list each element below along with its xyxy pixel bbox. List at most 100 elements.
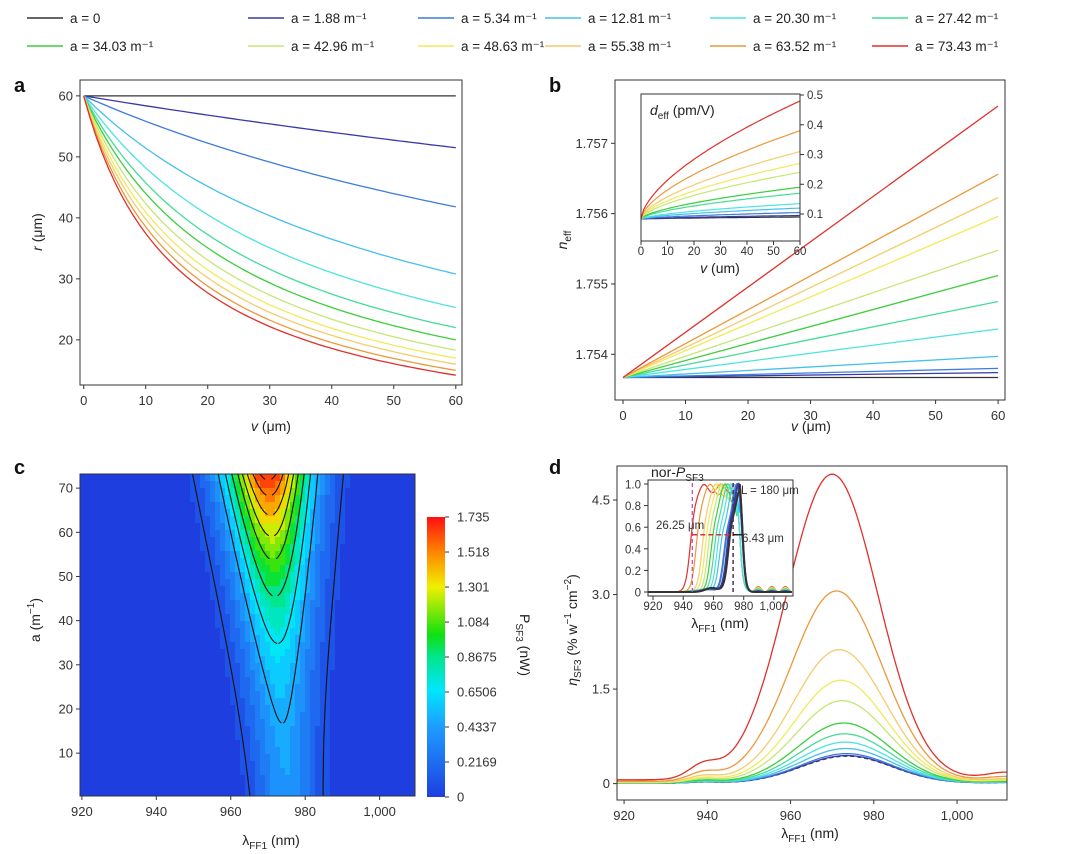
heatmap-cell (360, 754, 366, 762)
heatmap-cell (105, 537, 111, 545)
heatmap-cell (220, 474, 226, 482)
heatmap-cell (205, 747, 211, 755)
heatmap-cell (240, 726, 246, 734)
heatmap-cell (345, 474, 351, 482)
heatmap-cell (400, 670, 406, 678)
heatmap-cell (210, 544, 216, 552)
heatmap-cell (295, 691, 301, 699)
heatmap-cell (105, 530, 111, 538)
heatmap-cell (185, 600, 191, 608)
x-tick-label: 10 (661, 246, 674, 258)
heatmap-cell (110, 733, 116, 741)
heatmap-cell (325, 474, 331, 482)
x-tick-label: 0 (638, 246, 644, 258)
heatmap-cell (355, 768, 361, 776)
heatmap-cell (170, 663, 176, 671)
heatmap-cell (255, 698, 261, 706)
heatmap-cell (135, 754, 141, 762)
heatmap-cell (125, 544, 131, 552)
heatmap-cell (105, 509, 111, 517)
heatmap-cell (315, 537, 321, 545)
heatmap-cell (210, 691, 216, 699)
heatmap-cell (120, 516, 126, 524)
heatmap-cell (150, 733, 156, 741)
heatmap-cell (395, 726, 401, 734)
heatmap-cell (135, 775, 141, 783)
heatmap-cell (270, 558, 276, 566)
heatmap-cell (405, 523, 411, 531)
heatmap-cell (225, 600, 231, 608)
heatmap-cell (200, 775, 206, 783)
heatmap-cell (270, 663, 276, 671)
heatmap-cell (100, 747, 106, 755)
heatmap-cell (300, 558, 306, 566)
heatmap-cell (295, 775, 301, 783)
heatmap-cell (225, 628, 231, 636)
heatmap-cell (330, 656, 336, 664)
heatmap-cell (280, 488, 286, 496)
heatmap-cell (80, 600, 86, 608)
heatmap-cell (150, 789, 156, 796)
heatmap-cell (290, 558, 296, 566)
heatmap-cell (120, 649, 126, 657)
heatmap-cell (365, 572, 371, 580)
heatmap-cell (390, 628, 396, 636)
heatmap-cell (400, 642, 406, 650)
heatmap-cell (265, 649, 271, 657)
heatmap-cell (300, 544, 306, 552)
heatmap-cell (330, 775, 336, 783)
heatmap-cell (375, 600, 381, 608)
heatmap-cell (165, 684, 171, 692)
heatmap-cell (215, 530, 221, 538)
series-line (83, 95, 456, 329)
heatmap-cell (185, 698, 191, 706)
heatmap-cell (255, 572, 261, 580)
heatmap-cell (375, 740, 381, 748)
heatmap-cell (295, 586, 301, 594)
heatmap-cell (140, 649, 146, 657)
heatmap-cell (220, 572, 226, 580)
heatmap-cell (365, 761, 371, 769)
legend-item: a = 20.30 m⁻¹ (710, 11, 837, 26)
heatmap-cell (240, 656, 246, 664)
heatmap-cell (250, 572, 256, 580)
heatmap-cell (220, 754, 226, 762)
heatmap-cell (410, 523, 415, 531)
heatmap-cell (200, 544, 206, 552)
heatmap-cell (150, 481, 156, 489)
heatmap-cell (255, 719, 261, 727)
heatmap-cell (370, 789, 376, 796)
heatmap-cell (365, 607, 371, 615)
series-line (622, 249, 999, 379)
heatmap-cell (195, 663, 201, 671)
heatmap-cell (210, 474, 216, 482)
heatmap-cell (150, 544, 156, 552)
heatmap-cell (340, 509, 346, 517)
heatmap-cell (185, 523, 191, 531)
heatmap-cell (245, 635, 251, 643)
heatmap-cell (405, 649, 411, 657)
heatmap-cell (280, 789, 286, 796)
heatmap-cell (340, 691, 346, 699)
heatmap-cell (360, 586, 366, 594)
heatmap-cell (110, 488, 116, 496)
heatmap-cell (230, 488, 236, 496)
heatmap-cell (360, 621, 366, 629)
heatmap-cell (200, 726, 206, 734)
heatmap-cell (195, 579, 201, 587)
heatmap-cell (330, 488, 336, 496)
heatmap-cell (95, 677, 101, 685)
heatmap-cell (150, 474, 156, 482)
heatmap-cell (380, 712, 386, 720)
heatmap-cell (305, 712, 311, 720)
heatmap-cell (110, 607, 116, 615)
heatmap-cell (135, 516, 141, 524)
heatmap-cell (95, 656, 101, 664)
heatmap-cell (120, 761, 126, 769)
heatmap-cell (210, 481, 216, 489)
heatmap-cell (405, 747, 411, 755)
x-tick-label: 940 (696, 808, 718, 823)
heatmap-cell (335, 607, 341, 615)
heatmap-cell (385, 719, 391, 727)
heatmap-cell (155, 551, 161, 559)
